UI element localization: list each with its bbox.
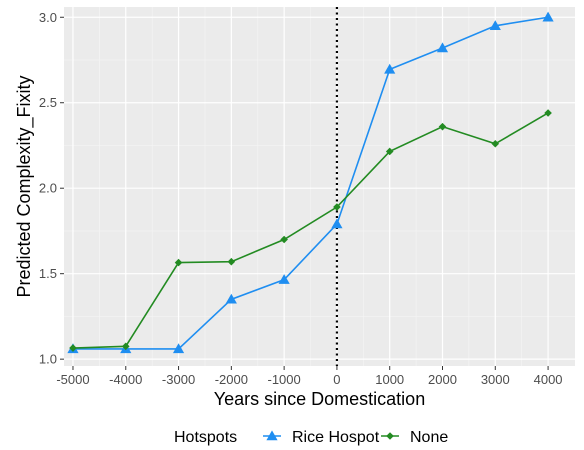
data-point — [384, 63, 396, 74]
legend-label: Rice Hospot — [292, 429, 380, 446]
data-point — [69, 344, 77, 352]
legend-key-marker — [386, 432, 394, 440]
x-tick-label: -5000 — [56, 372, 89, 387]
major-gridlines — [64, 7, 575, 366]
data-point — [121, 342, 130, 351]
x-tick-label: 1000 — [375, 372, 404, 387]
data-point — [542, 11, 554, 22]
data-point — [227, 257, 236, 266]
series-line — [72, 16, 549, 350]
data-point — [436, 42, 449, 53]
y-axis-title: Predicted Complexity_Fixity — [14, 75, 35, 297]
x-tick-label: -2000 — [215, 372, 248, 387]
legend: Hotspots Rice Hospot None — [174, 429, 448, 446]
x-tick-label: -4000 — [109, 372, 142, 387]
legend-key-none — [381, 432, 399, 440]
data-point — [331, 218, 343, 229]
y-tick-label: 2.0 — [39, 181, 57, 196]
plot-panel — [64, 7, 575, 366]
data-point — [491, 139, 500, 148]
y-tick-label: 3.0 — [39, 10, 57, 25]
y-tick-label: 2.5 — [39, 95, 57, 110]
series-line — [72, 112, 549, 349]
series-none — [69, 109, 552, 352]
legend-key-marker — [266, 430, 278, 441]
y-tick-label: 1.0 — [39, 352, 57, 367]
data-point — [278, 274, 290, 284]
data-point — [333, 203, 341, 211]
data-point — [489, 20, 501, 31]
series-layer — [67, 11, 554, 354]
data-point — [174, 258, 183, 267]
data-point — [544, 109, 552, 117]
x-tick-label: 2000 — [428, 372, 457, 387]
legend-label: None — [410, 429, 448, 446]
data-point — [385, 147, 394, 156]
data-point — [280, 235, 288, 244]
minor-gridlines — [64, 7, 575, 366]
x-tick-label: -3000 — [162, 372, 195, 387]
axis-layer: -5000 -4000 -3000 -2000 -1000 0 1000 2000 3000 40… — [39, 10, 563, 387]
x-tick-label: -1000 — [268, 372, 301, 387]
y-tick-label: 1.5 — [39, 266, 57, 281]
data-point — [438, 122, 447, 131]
data-point — [172, 343, 185, 354]
x-axis-title: Years since Domestication — [214, 389, 425, 409]
x-tick-label: 4000 — [534, 372, 563, 387]
legend-title: Hotspots — [174, 429, 237, 446]
x-tick-label: 3000 — [481, 372, 510, 387]
legend-key-rice-hotspot — [263, 430, 281, 441]
data-point — [225, 293, 237, 304]
x-tick-label: 0 — [333, 372, 340, 387]
